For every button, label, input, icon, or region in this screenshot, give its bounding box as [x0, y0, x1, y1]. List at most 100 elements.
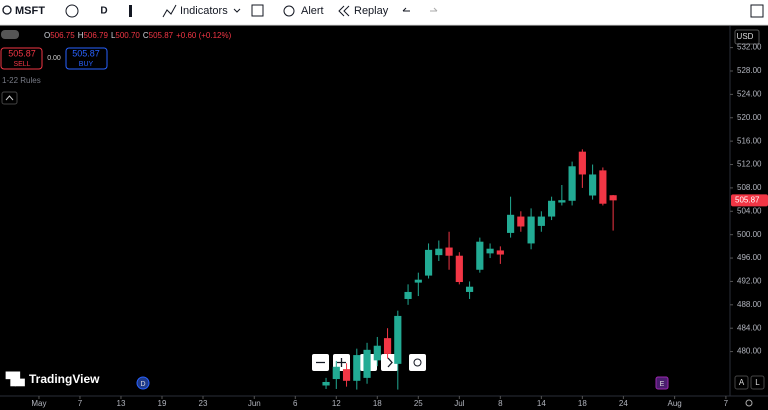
candle-body: [404, 291, 412, 299]
interval[interactable]: D: [100, 6, 107, 17]
currency[interactable]: USD: [737, 32, 754, 41]
scroll-right[interactable]: [381, 354, 398, 371]
candle-body: [394, 315, 402, 364]
legend-key: C: [142, 31, 149, 40]
x-tick-label: Jun: [248, 399, 261, 408]
candle-body: [383, 338, 392, 354]
y-tick-label: 480.00: [737, 347, 762, 356]
log-label[interactable]: L: [755, 378, 760, 387]
y-tick-label: 512.00: [737, 160, 762, 169]
y-tick-label: 488.00: [737, 300, 762, 309]
x-tick-label: 19: [158, 399, 167, 408]
y-tick-label: 532.00: [737, 43, 762, 52]
candle-body: [373, 345, 381, 361]
chart-type-icon[interactable]: [129, 5, 132, 17]
log-button[interactable]: [750, 375, 765, 390]
indicators-button[interactable]: Indicators: [180, 5, 228, 17]
spread: 0.00: [47, 55, 61, 62]
dropdown[interactable]: [233, 8, 241, 13]
candle-body: [353, 355, 361, 381]
x-tick-label: 13: [117, 399, 126, 408]
x-tick-label: 14: [537, 399, 546, 408]
reset-icon: [413, 358, 422, 367]
alert-button[interactable]: Alert: [301, 5, 324, 17]
fullscreen[interactable]: [750, 4, 764, 18]
y-tick-label: 508.00: [737, 183, 762, 192]
candle-body: [558, 200, 566, 203]
candle-body: [332, 366, 340, 380]
reset[interactable]: [409, 354, 426, 371]
candle-body: [476, 241, 484, 270]
alert-icon[interactable]: [283, 5, 295, 17]
x-tick-label: 7: [724, 399, 729, 408]
legend-change: +0.60 (+0.12%): [176, 31, 232, 40]
buy-box[interactable]: [65, 47, 108, 70]
y-tick-label: 524.00: [737, 89, 762, 98]
collapse-arrow: [5, 95, 14, 101]
event-label: D: [140, 381, 145, 388]
x-tick-label: 24: [619, 399, 628, 408]
y-tick-label: 516.00: [737, 136, 762, 145]
candle-body: [455, 255, 463, 283]
buy-price: 505.87: [72, 48, 100, 58]
currency-box[interactable]: [734, 29, 760, 45]
y-tick-label: 496.00: [737, 253, 762, 262]
candle-body: [465, 286, 474, 292]
undo[interactable]: [402, 7, 410, 12]
candles: [322, 149, 617, 390]
legend: O506.75 H506.79 L500.70 C505.87 +0.60 (+0.12…: [44, 31, 231, 40]
x-tick-label: 7: [78, 399, 83, 408]
candle-body: [496, 250, 504, 255]
logo-mark: ▜▙: [5, 371, 25, 387]
search-icon[interactable]: [2, 5, 12, 15]
replay-button[interactable]: Replay: [354, 5, 389, 17]
candle-body: [342, 369, 351, 381]
x-tick-label: 6: [293, 399, 298, 408]
x-tick-label: 8: [498, 399, 503, 408]
sell-box[interactable]: [0, 47, 43, 70]
legend-value: 506.75: [50, 31, 75, 40]
earnings-event[interactable]: [655, 376, 669, 390]
symbol[interactable]: MSFT: [15, 5, 45, 17]
candle-body: [363, 349, 371, 378]
event-label: E: [660, 381, 665, 388]
dividend-event[interactable]: [136, 376, 150, 390]
replay-icon[interactable]: [338, 5, 350, 17]
legend-key: H: [77, 31, 84, 40]
hide-button[interactable]: [1, 30, 19, 39]
legend-key: O: [44, 31, 51, 40]
legend-value: 506.79: [83, 31, 108, 40]
x-tick-label: 12: [332, 399, 341, 408]
brand: TradingView: [29, 372, 100, 386]
collapse[interactable]: [1, 91, 18, 105]
candle-body: [435, 248, 443, 256]
candle-body: [486, 248, 494, 254]
redo[interactable]: [430, 7, 438, 12]
toolbar: [0, 0, 768, 25]
layouts-icon[interactable]: [251, 4, 264, 17]
candle-body: [589, 174, 597, 196]
settings-icon[interactable]: [745, 399, 753, 407]
add-symbol[interactable]: [65, 4, 79, 18]
y-tick-label: 528.00: [737, 66, 762, 75]
last-price-tag: [731, 194, 768, 207]
candle-body: [414, 279, 422, 283]
y-tick-label: 492.00: [737, 277, 762, 286]
indicators-icon[interactable]: [162, 4, 177, 18]
candle-body: [445, 247, 453, 256]
candle-body: [507, 214, 515, 233]
nav-icons: [316, 357, 393, 368]
buy-label: BUY: [79, 61, 94, 68]
candle-body: [609, 195, 617, 201]
x-tick-label: 18: [578, 399, 587, 408]
sell-label: SELL: [13, 61, 30, 68]
sell-price: 505.87: [8, 48, 36, 58]
x-tick-label: 25: [414, 399, 423, 408]
auto-button[interactable]: [734, 375, 749, 390]
auto-label[interactable]: A: [739, 378, 745, 387]
legend-value: 505.87: [148, 31, 174, 40]
candle-body: [568, 166, 576, 201]
legend-value: 500.70: [115, 31, 140, 40]
candle-body: [527, 216, 535, 244]
